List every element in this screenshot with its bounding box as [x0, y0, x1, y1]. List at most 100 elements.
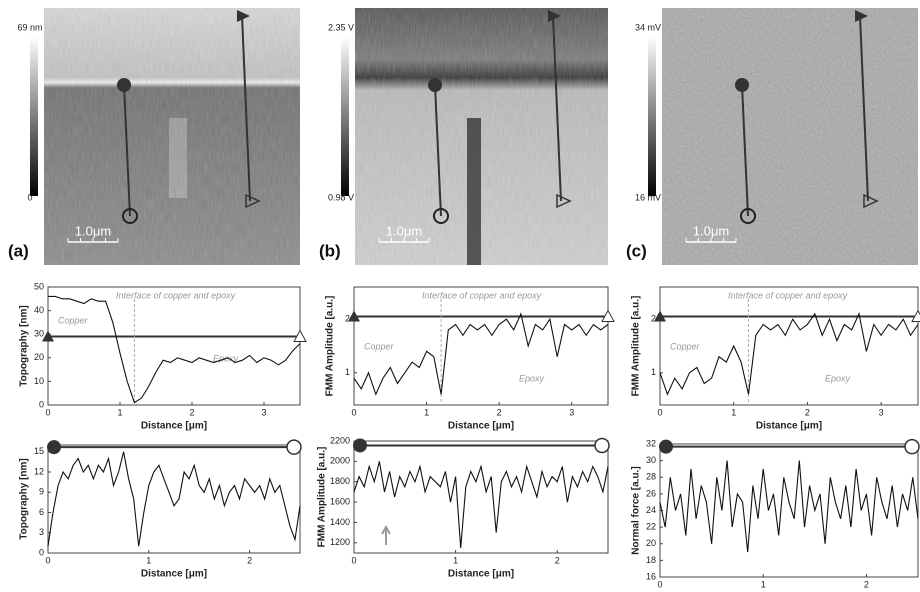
end-marker	[293, 329, 307, 343]
y-axis-label: FMM Amplitude [a.u.]	[317, 447, 328, 548]
y-tick-label: 1600	[330, 496, 350, 506]
start-marker	[47, 440, 61, 455]
y-tick-label: 9	[39, 487, 44, 497]
y-tick-label: 24	[646, 505, 656, 515]
afm-texture	[662, 8, 918, 265]
plot-frame	[353, 286, 609, 406]
x-tick-label: 0	[351, 407, 356, 417]
profile-curve	[47, 451, 301, 547]
x-tick-label: 1	[453, 555, 458, 565]
end-marker	[286, 439, 302, 455]
x-tick-label: 0	[657, 579, 662, 589]
x-tick-label: 2	[805, 407, 810, 417]
y-axis-label: FMM Amplitude [a.u.]	[325, 296, 336, 397]
y-tick-label: 30	[646, 455, 656, 465]
scale-bar-label: 1.0μm	[386, 223, 422, 238]
x-tick-label: 0	[351, 555, 356, 565]
y-tick-label: 2000	[330, 456, 350, 466]
y-axis-label: Normal force [a.u.]	[631, 466, 642, 554]
y-tick-label: 26	[646, 488, 656, 498]
x-tick-label: 1	[146, 555, 151, 565]
x-axis-label: Distance [μm]	[756, 421, 822, 432]
x-tick-label: 0	[657, 407, 662, 417]
profile-line	[859, 15, 869, 202]
x-tick-label: 3	[261, 407, 266, 417]
profile-line	[741, 84, 749, 217]
plot-frame	[353, 440, 609, 554]
y-tick-label: 1800	[330, 476, 350, 486]
annotation: Interface of copper and epoxy	[728, 290, 848, 300]
start-marker	[237, 10, 250, 22]
profile-curve	[659, 460, 919, 553]
end-marker	[433, 208, 449, 224]
plot-frame	[659, 286, 919, 406]
plot-frame	[659, 443, 919, 578]
plot-frame	[47, 286, 301, 406]
x-tick-label: 2	[497, 407, 502, 417]
x-axis-label: Distance [μm]	[141, 421, 207, 432]
y-tick-label: 10	[34, 376, 44, 386]
end-marker	[601, 309, 615, 322]
y-tick-label: 1400	[330, 517, 350, 527]
x-tick-label: 1	[117, 407, 122, 417]
y-tick-label: 2	[651, 314, 656, 324]
x-tick-label: 1	[424, 407, 429, 417]
colorbar-min: 0.98 V	[328, 192, 354, 202]
bright-stripe	[169, 118, 187, 198]
y-tick-label: 1200	[330, 537, 350, 547]
y-tick-label: 40	[34, 305, 44, 315]
x-tick-label: 3	[569, 407, 574, 417]
y-tick-label: 6	[39, 507, 44, 517]
x-axis-label: Distance [μm]	[448, 421, 514, 432]
end-marker	[245, 193, 261, 209]
profile-curve	[353, 461, 609, 548]
y-tick-label: 50	[34, 281, 44, 291]
profile-line	[123, 84, 131, 217]
profile-line	[552, 15, 562, 202]
x-axis-label: Distance [μm]	[448, 569, 514, 580]
y-tick-label: 18	[646, 555, 656, 565]
annotation: Interface of copper and epoxy	[116, 290, 236, 300]
y-tick-label: 2	[345, 314, 350, 324]
start-marker	[353, 438, 367, 453]
start-marker	[855, 10, 868, 22]
colorbar-min: 16 mV	[635, 192, 661, 202]
x-tick-label: 2	[247, 555, 252, 565]
colorbar	[30, 36, 38, 196]
plot-frame	[47, 444, 301, 554]
y-tick-label: 16	[646, 571, 656, 581]
start-marker	[42, 330, 54, 342]
x-tick-label: 3	[879, 407, 884, 417]
end-marker	[122, 208, 138, 224]
annotation: Copper	[364, 341, 395, 351]
end-marker	[594, 437, 610, 454]
x-tick-label: 0	[45, 555, 50, 565]
x-tick-label: 1	[761, 579, 766, 589]
annotation: Interface of copper and epoxy	[422, 290, 542, 300]
end-marker	[863, 193, 879, 209]
end-marker	[740, 208, 756, 224]
panel-label: (a)	[8, 241, 29, 260]
y-tick-label: 2200	[330, 435, 350, 445]
scale-bar-label: 1.0μm	[75, 223, 111, 238]
start-marker	[348, 310, 360, 322]
panel-label: (c)	[626, 241, 647, 260]
annotation: Epoxy	[825, 373, 851, 383]
arrow	[381, 524, 391, 545]
annotation: Epoxy	[519, 373, 545, 383]
scale-bar-label: 1.0μm	[693, 223, 729, 238]
y-tick-label: 32	[646, 438, 656, 448]
y-tick-label: 1	[345, 367, 350, 377]
profile-curve	[353, 312, 609, 396]
x-axis-label: Distance [μm]	[141, 569, 207, 580]
end-marker	[911, 309, 920, 322]
colorbar	[341, 36, 349, 196]
start-marker	[654, 310, 666, 322]
colorbar-min: 0	[27, 192, 32, 202]
image-row: 69 nm 0 (a) 1.0μm 2.35 V 0.98 V (b) 1.0μm 34 mV 1…	[8, 8, 918, 265]
x-tick-label: 1	[731, 407, 736, 417]
colorbar-max: 34 mV	[635, 22, 661, 32]
x-tick-label: 2	[189, 407, 194, 417]
y-axis-label: FMM Amplitude [a.u.]	[631, 296, 642, 397]
